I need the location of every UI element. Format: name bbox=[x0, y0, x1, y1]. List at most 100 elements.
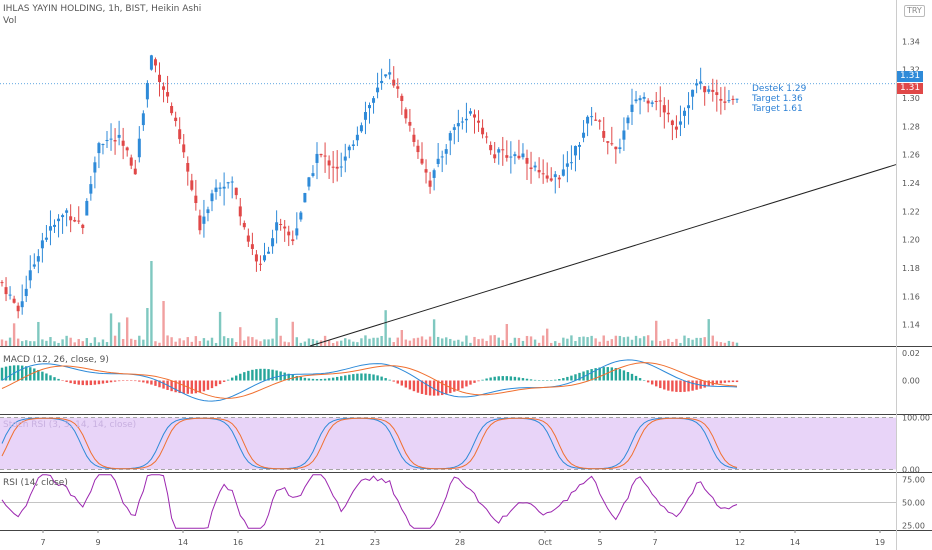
candle-body bbox=[65, 210, 69, 213]
candle-body bbox=[238, 206, 242, 217]
candle-body bbox=[194, 195, 198, 204]
volume-bar bbox=[517, 337, 521, 346]
volume-bar bbox=[344, 338, 347, 346]
macd-histogram-bar bbox=[655, 380, 658, 387]
candle-body bbox=[222, 186, 226, 189]
candle-body bbox=[48, 226, 52, 231]
candle-body bbox=[12, 298, 16, 303]
macd-histogram-bar bbox=[667, 380, 670, 391]
macd-histogram-bar bbox=[432, 380, 436, 396]
volume-bar bbox=[671, 341, 674, 346]
x-tick-label: 28 bbox=[455, 538, 465, 547]
macd-histogram-bar bbox=[469, 380, 472, 385]
volume-bar bbox=[376, 337, 379, 346]
candle-body bbox=[678, 121, 682, 125]
candle-body bbox=[226, 182, 230, 184]
volume-bar bbox=[449, 338, 452, 346]
macd-panel-label: MACD (12, 26, close, 9) bbox=[3, 355, 109, 365]
volume-bar bbox=[687, 338, 690, 346]
macd-histogram-bar bbox=[590, 369, 593, 381]
candle-body bbox=[699, 81, 703, 84]
macd-histogram-bar bbox=[679, 380, 682, 393]
volume-bar bbox=[283, 341, 286, 346]
volume-bar bbox=[428, 336, 432, 346]
candle-body bbox=[553, 174, 557, 178]
price-tick-label: 1.34 bbox=[902, 37, 920, 46]
candle-body bbox=[117, 134, 121, 138]
macd-histogram-bar bbox=[562, 378, 565, 381]
candle-body bbox=[691, 89, 695, 97]
candle-body bbox=[473, 114, 476, 118]
candle-body bbox=[287, 231, 291, 236]
candle-body bbox=[368, 105, 371, 109]
candle-body bbox=[509, 156, 513, 158]
volume-bar bbox=[501, 340, 504, 346]
candle-body bbox=[186, 163, 190, 172]
candle-body bbox=[517, 155, 521, 159]
candle-body bbox=[162, 86, 166, 90]
candle-body bbox=[16, 305, 20, 312]
candle-body bbox=[602, 131, 606, 138]
candle-body bbox=[85, 200, 89, 216]
volume-bar bbox=[400, 330, 404, 346]
stoch-tick-label: 100.00 bbox=[902, 414, 930, 423]
candle-body bbox=[28, 270, 32, 281]
volume-bar bbox=[404, 339, 408, 346]
macd-histogram-bar bbox=[259, 368, 262, 381]
macd-histogram-bar bbox=[671, 380, 674, 392]
volume-bar bbox=[335, 341, 339, 346]
macd-histogram-bar bbox=[517, 377, 521, 381]
volume-bar bbox=[562, 337, 565, 346]
macd-histogram-bar bbox=[16, 365, 20, 381]
x-tick-label: 14 bbox=[178, 538, 188, 547]
volume-bar bbox=[29, 341, 32, 346]
macd-histogram-bar bbox=[113, 380, 117, 382]
volume-bar bbox=[364, 335, 367, 346]
candle-body bbox=[97, 143, 101, 154]
candle-body bbox=[456, 123, 460, 127]
macd-histogram-bar bbox=[574, 374, 577, 381]
volume-bar bbox=[146, 308, 149, 346]
macd-histogram-bar bbox=[65, 380, 68, 382]
candle-body bbox=[376, 87, 380, 93]
volume-bar bbox=[57, 342, 60, 346]
volume-bar bbox=[586, 337, 589, 346]
macd-histogram-bar bbox=[0, 367, 4, 381]
candle-body bbox=[424, 169, 428, 173]
volume-bar bbox=[271, 338, 274, 346]
volume-bar bbox=[182, 340, 185, 346]
volume-bar bbox=[440, 338, 444, 346]
volume-bar bbox=[675, 338, 678, 346]
macd-histogram-bar bbox=[554, 379, 557, 381]
volume-bar bbox=[307, 338, 311, 346]
macd-histogram-bar bbox=[340, 376, 343, 381]
volume-bar bbox=[45, 340, 48, 346]
macd-histogram-bar bbox=[396, 380, 399, 384]
volume-bar bbox=[178, 338, 181, 346]
stoch-panel-label: Stoch RSI (3, 3, 14, 14, close) bbox=[3, 420, 137, 430]
macd-histogram-bar bbox=[93, 380, 97, 385]
volume-bar bbox=[380, 336, 383, 346]
volume-bar bbox=[727, 340, 731, 346]
candle-body bbox=[32, 264, 36, 267]
candle-body bbox=[501, 149, 505, 151]
candle-body bbox=[109, 138, 113, 140]
candle-body bbox=[432, 170, 436, 178]
candle-body bbox=[129, 157, 133, 166]
currency-badge[interactable]: TRY bbox=[904, 5, 925, 17]
macd-histogram-bar bbox=[331, 377, 335, 381]
candle-body bbox=[436, 158, 440, 164]
macd-histogram-bar bbox=[440, 380, 444, 396]
volume-bar bbox=[622, 337, 626, 346]
volume-bar bbox=[170, 337, 173, 346]
candle-body bbox=[36, 256, 40, 262]
candle-body bbox=[634, 99, 638, 102]
volume-bar bbox=[125, 317, 129, 346]
macd-histogram-bar bbox=[687, 380, 690, 392]
candle-body bbox=[61, 215, 65, 218]
candle-body bbox=[711, 89, 715, 92]
price-tick-label: 1.30 bbox=[902, 94, 920, 103]
candle-body bbox=[719, 98, 723, 101]
macd-histogram-bar bbox=[295, 376, 299, 381]
